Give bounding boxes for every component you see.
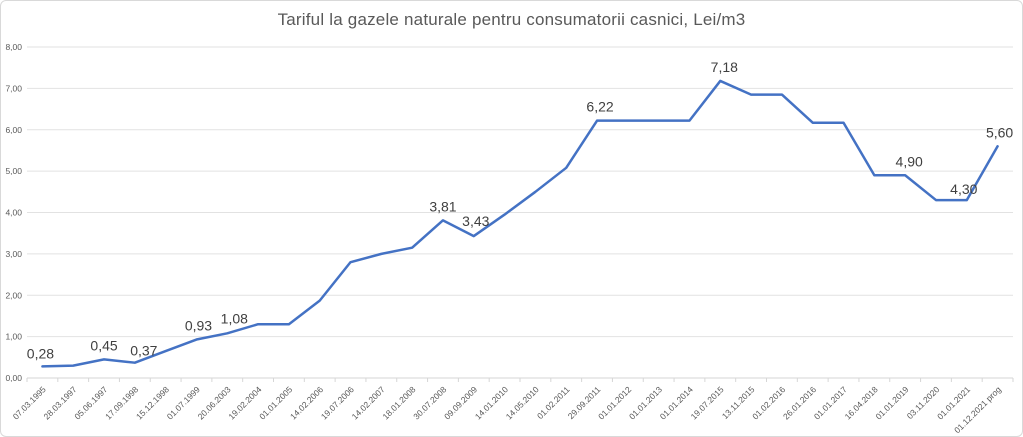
data-label: 4,90 [896, 153, 923, 169]
chart-title: Tariful la gazele naturale pentru consum… [277, 10, 746, 29]
data-label: 0,37 [130, 343, 157, 359]
data-label: 7,18 [711, 59, 738, 75]
data-label: 0,93 [185, 318, 212, 334]
x-axis-label: 01.01.2019 [873, 384, 910, 421]
data-label: 3,43 [462, 213, 489, 229]
y-axis-label: 3,00 [5, 249, 22, 259]
y-axis-label: 6,00 [5, 125, 22, 135]
x-axis-label: 19.07.2015 [689, 384, 726, 421]
y-axis-label: 4,00 [5, 208, 22, 218]
data-label: 5,60 [986, 124, 1013, 140]
y-axis-label: 0,00 [5, 373, 22, 383]
data-label: 0,45 [90, 337, 117, 353]
y-axis-label: 1,00 [5, 332, 22, 342]
data-label: 6,22 [586, 99, 613, 115]
data-label: 0,28 [27, 345, 54, 361]
y-axis-label: 7,00 [5, 83, 22, 93]
y-axis-label: 2,00 [5, 290, 22, 300]
series-line [41, 79, 999, 368]
data-label: 4,30 [950, 181, 977, 197]
data-label: 1,08 [221, 310, 248, 326]
y-axis-label: 8,00 [5, 42, 22, 52]
y-axis-label: 5,00 [5, 166, 22, 176]
data-label: 3,81 [429, 198, 456, 214]
x-axis-label: 14.05.2010 [504, 384, 541, 421]
